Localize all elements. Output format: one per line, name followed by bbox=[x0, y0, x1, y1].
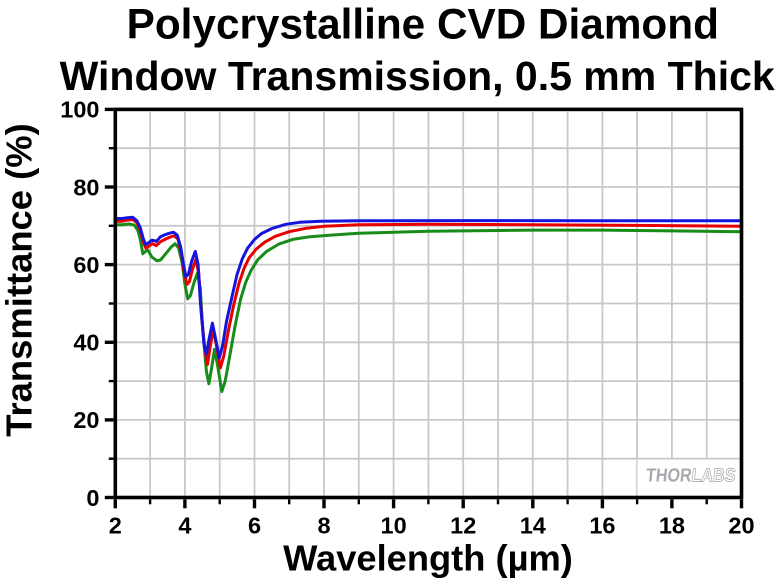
svg-text:12: 12 bbox=[450, 513, 476, 539]
svg-text:4: 4 bbox=[178, 513, 191, 539]
svg-text:Window Transmission, 0.5 mm Th: Window Transmission, 0.5 mm Thick bbox=[60, 53, 775, 99]
svg-text:0: 0 bbox=[86, 485, 99, 511]
svg-text:20: 20 bbox=[73, 407, 99, 433]
svg-text:20: 20 bbox=[728, 513, 754, 539]
svg-text:Transmittance (%): Transmittance (%) bbox=[0, 123, 40, 436]
svg-text:80: 80 bbox=[73, 174, 99, 200]
svg-text:18: 18 bbox=[659, 513, 685, 539]
svg-text:60: 60 bbox=[73, 252, 99, 278]
svg-text:2: 2 bbox=[109, 513, 122, 539]
svg-text:10: 10 bbox=[381, 513, 407, 539]
svg-text:Wavelength (µm): Wavelength (µm) bbox=[283, 538, 573, 579]
svg-text:100: 100 bbox=[60, 97, 99, 123]
svg-text:Polycrystalline CVD Diamond: Polycrystalline CVD Diamond bbox=[127, 1, 719, 48]
svg-text:THORLABS: THORLABS bbox=[645, 466, 737, 487]
svg-text:16: 16 bbox=[589, 513, 615, 539]
svg-text:8: 8 bbox=[317, 513, 330, 539]
svg-text:6: 6 bbox=[248, 513, 261, 539]
svg-text:14: 14 bbox=[520, 513, 546, 539]
svg-text:40: 40 bbox=[73, 330, 99, 356]
